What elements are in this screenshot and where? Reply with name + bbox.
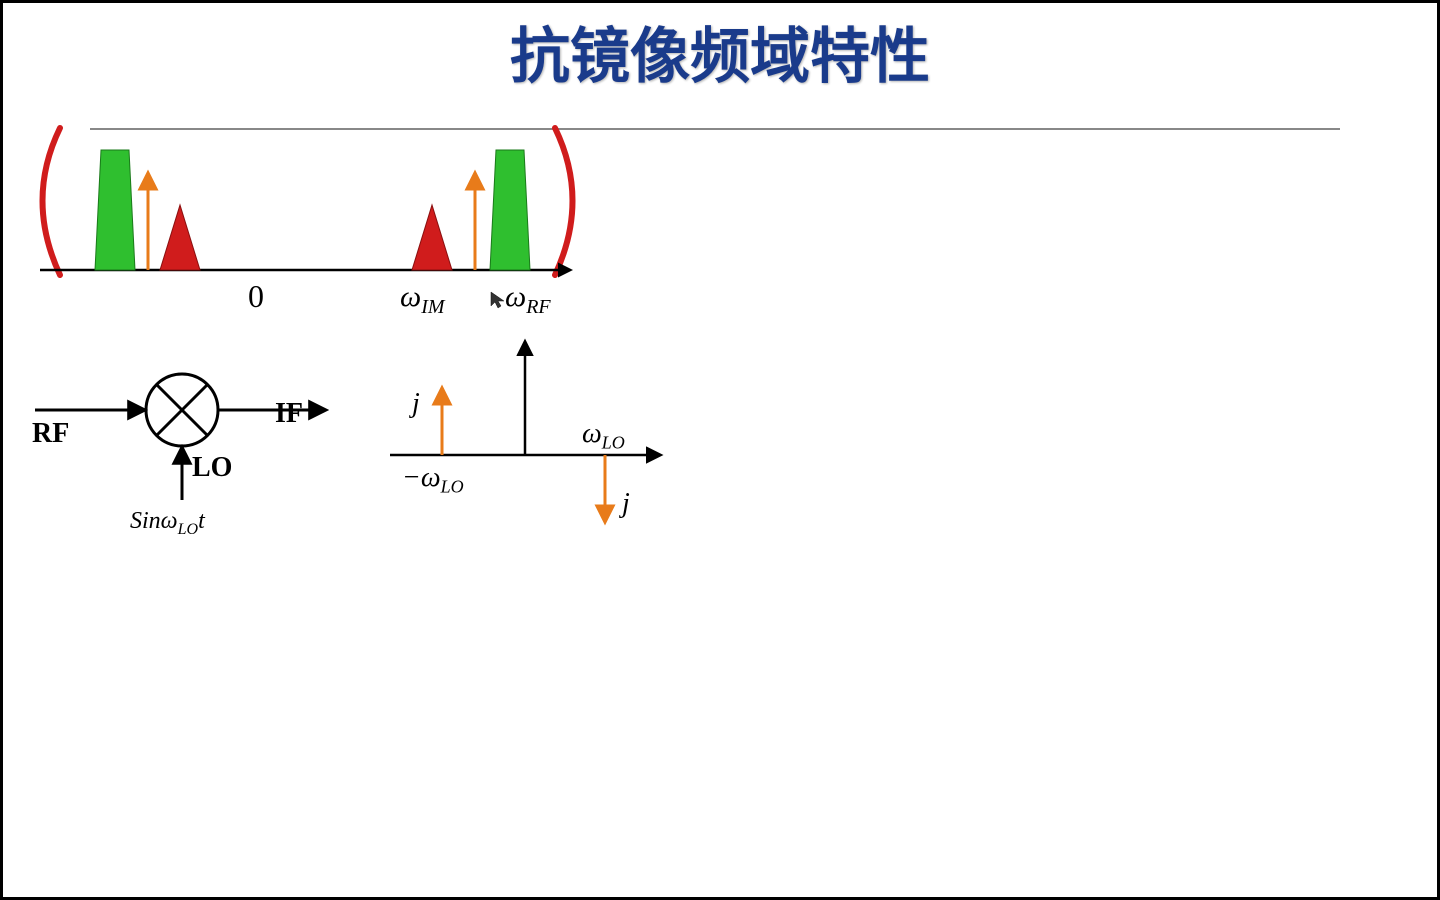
neg-omega-lo: −ω [402,462,441,493]
neg-lo-sub: LO [441,477,464,497]
red-left-signal [160,205,200,270]
omega-im: ω [400,280,421,313]
wrf-label: ωRF [505,280,551,319]
lo-sub: LO [602,433,625,453]
top-spectrum-diagram [0,0,700,340]
sin-tail: t [198,508,205,534]
sin-text: Sinω [130,508,178,534]
if-label: IF [275,398,303,430]
omega-rf: ω [505,280,526,313]
right-paren [555,128,573,275]
red-right-signal [412,205,452,270]
rf-sub: RF [526,296,550,318]
neg-wlo-label: −ωLO [402,462,464,498]
j-down-label: j [622,488,630,520]
left-paren [43,128,61,275]
wim-label: ωIM [400,280,445,319]
omega-lo: ω [582,418,602,449]
j-up-label: j [412,388,420,420]
cursor-icon [488,290,508,310]
rf-label: RF [32,418,69,450]
im-sub: IM [421,296,444,318]
sin-label: SinωLOt [130,508,205,539]
lo-label: LO [192,452,232,484]
sin-sub: LO [178,521,198,538]
pos-wlo-label: ωLO [582,418,625,454]
zero-label: 0 [248,278,264,315]
green-right-signal [490,150,530,270]
green-left-signal [95,150,135,270]
lo-spectrum-diagram [360,330,700,550]
